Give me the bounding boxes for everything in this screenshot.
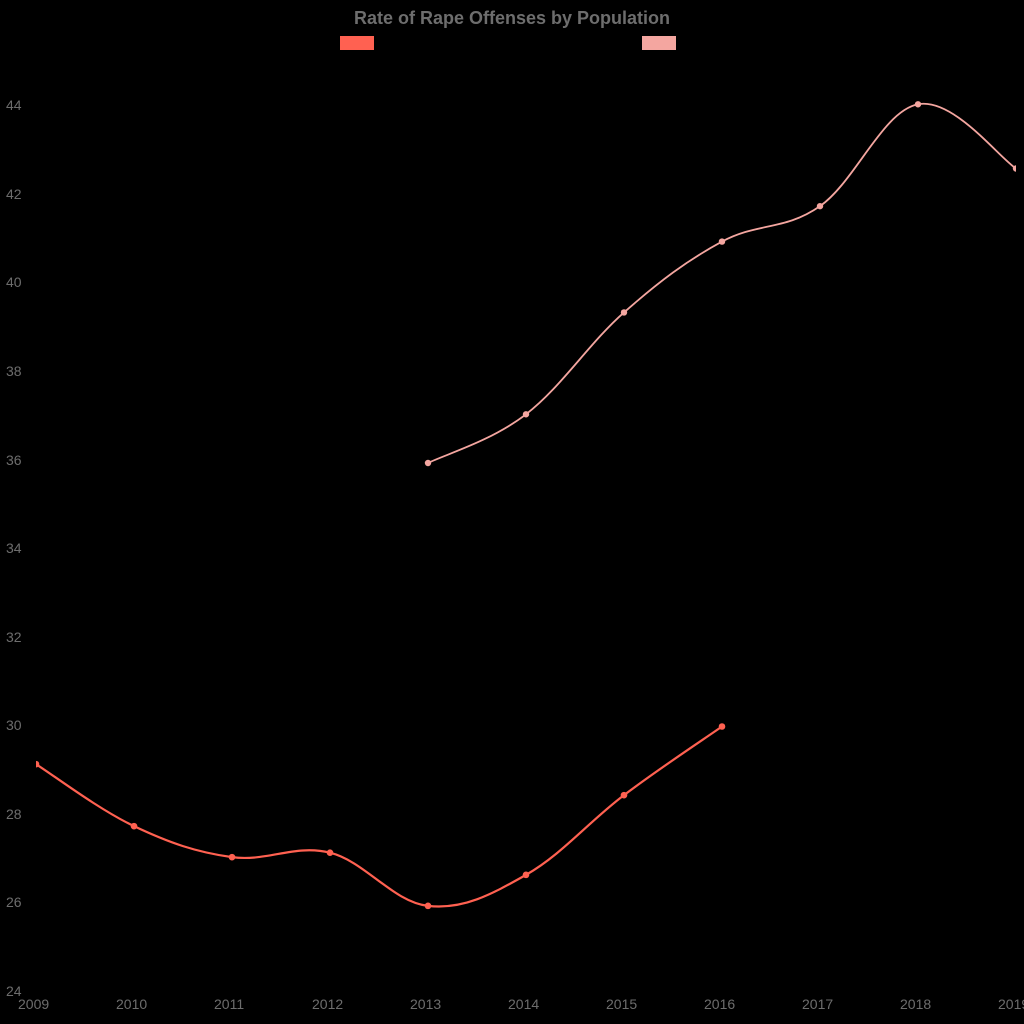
y-tick-label: 26 bbox=[6, 894, 22, 910]
marker-series-2 bbox=[915, 101, 921, 107]
chart-container: Rate of Rape Offenses by Population 2426… bbox=[0, 0, 1024, 1024]
chart-title: Rate of Rape Offenses by Population bbox=[0, 8, 1024, 29]
x-tick-label: 2010 bbox=[116, 996, 147, 1012]
marker-series-1 bbox=[131, 823, 138, 830]
marker-series-2 bbox=[523, 411, 529, 417]
marker-series-1 bbox=[621, 792, 628, 799]
marker-series-2 bbox=[425, 460, 431, 466]
marker-series-1 bbox=[425, 903, 432, 910]
legend-swatch-2 bbox=[642, 36, 676, 50]
marker-series-2 bbox=[719, 238, 725, 244]
marker-series-1 bbox=[229, 854, 236, 861]
x-tick-label: 2012 bbox=[312, 996, 343, 1012]
marker-series-2 bbox=[817, 203, 823, 209]
y-tick-label: 28 bbox=[6, 806, 22, 822]
marker-series-1 bbox=[523, 872, 530, 879]
x-tick-label: 2011 bbox=[214, 996, 244, 1012]
y-tick-label: 44 bbox=[6, 97, 22, 113]
y-tick-label: 32 bbox=[6, 629, 22, 645]
x-tick-label: 2016 bbox=[704, 996, 735, 1012]
line-series-1 bbox=[36, 727, 722, 907]
x-tick-label: 2019 bbox=[998, 996, 1024, 1012]
x-tick-label: 2014 bbox=[508, 996, 539, 1012]
plot-area bbox=[36, 60, 1016, 990]
y-tick-label: 36 bbox=[6, 452, 22, 468]
line-series-2 bbox=[428, 104, 1016, 463]
marker-series-1 bbox=[327, 849, 334, 856]
y-tick-label: 40 bbox=[6, 274, 22, 290]
x-tick-label: 2018 bbox=[900, 996, 931, 1012]
x-tick-label: 2013 bbox=[410, 996, 441, 1012]
legend-item-1 bbox=[340, 36, 382, 50]
legend bbox=[0, 36, 1024, 50]
legend-swatch-1 bbox=[340, 36, 374, 50]
x-tick-label: 2009 bbox=[18, 996, 49, 1012]
y-tick-label: 34 bbox=[6, 540, 22, 556]
y-tick-label: 38 bbox=[6, 363, 22, 379]
marker-series-2 bbox=[621, 309, 627, 315]
marker-series-1 bbox=[719, 723, 726, 730]
legend-item-2 bbox=[642, 36, 684, 50]
x-tick-label: 2017 bbox=[802, 996, 833, 1012]
x-tick-label: 2015 bbox=[606, 996, 637, 1012]
y-tick-label: 42 bbox=[6, 186, 22, 202]
y-tick-label: 30 bbox=[6, 717, 22, 733]
